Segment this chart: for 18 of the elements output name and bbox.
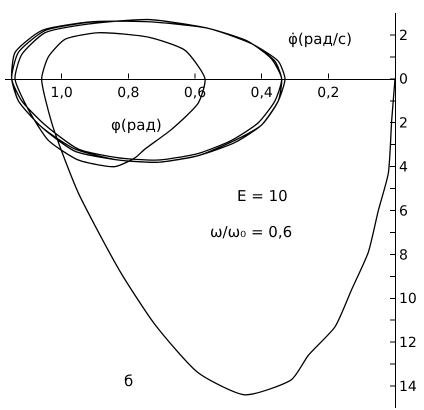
annotation: б [124, 372, 134, 390]
y-tick-label: 6 [398, 203, 408, 220]
y-tick-label: 14 [398, 378, 417, 395]
x-tick-label: 0,8 [117, 84, 140, 101]
y-tick-label: 8 [398, 247, 408, 264]
y-tick-label: 2 [398, 116, 408, 132]
y-tick-label: 12 [398, 335, 417, 352]
y-tick-label: 4 [398, 160, 408, 176]
annotation: ω/ω₀ = 0,6 [210, 223, 292, 241]
y-tick-label: 2 [398, 28, 408, 44]
x-tick-label: 0,2 [317, 84, 340, 101]
y-tick-label: 0 [398, 72, 408, 88]
x-tick-label: 0,4 [250, 84, 273, 101]
y-tick-label: 10 [398, 291, 417, 308]
x-tick-label: 1,0 [50, 84, 73, 101]
annotation: E = 10 [237, 187, 288, 205]
x-axis-title: φ(рад) [111, 116, 162, 134]
y-axis-title: φ̇(рад/с) [288, 30, 352, 48]
